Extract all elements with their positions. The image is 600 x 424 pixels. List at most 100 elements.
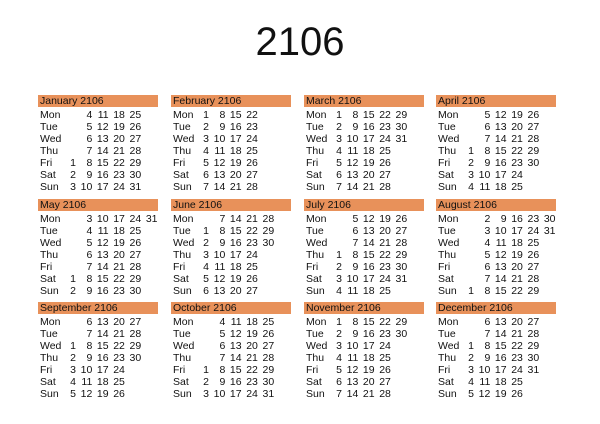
day-number: 18 bbox=[494, 376, 507, 388]
day-number: 17 bbox=[113, 213, 125, 225]
weekday-label: Tue bbox=[438, 225, 456, 237]
weekday-row: Sun 4 11 18 25 bbox=[304, 285, 424, 297]
month-october: October 2106 Mon 4 11 18 25 Tue 5 12 19 26 Wed 6 13 20… bbox=[171, 302, 291, 400]
day-number: 28 bbox=[129, 145, 142, 157]
weekday-row: Mon 1 8 15 22 29 bbox=[304, 109, 424, 121]
day-number: 8 bbox=[219, 109, 226, 121]
weekday-label: Mon bbox=[173, 213, 194, 225]
day-number: 1 bbox=[468, 285, 474, 297]
day-number: 6 bbox=[203, 285, 209, 297]
day-number: 27 bbox=[527, 316, 540, 328]
weekday-row: Wed 3 10 17 24 31 bbox=[304, 133, 424, 145]
day-number: 13 bbox=[213, 285, 226, 297]
weekday-label: Fri bbox=[438, 364, 451, 376]
weekday-row: Fri 7 14 21 28 bbox=[38, 261, 158, 273]
day-number: 16 bbox=[96, 285, 109, 297]
weekday-label: Sat bbox=[40, 376, 56, 388]
day-number: 23 bbox=[511, 157, 523, 169]
day-number: 2 bbox=[336, 328, 342, 340]
day-number: 1 bbox=[468, 340, 474, 352]
day-number: 14 bbox=[494, 133, 507, 145]
day-number: 8 bbox=[86, 340, 93, 352]
weekday-label: Thu bbox=[40, 352, 59, 364]
day-number: 29 bbox=[262, 225, 275, 237]
weekday-row: Mon 6 13 20 27 bbox=[436, 316, 556, 328]
weekday-row: Wed 5 12 19 26 bbox=[38, 237, 158, 249]
day-number: 6 bbox=[86, 249, 93, 261]
day-number: 20 bbox=[511, 316, 523, 328]
day-number: 16 bbox=[362, 121, 375, 133]
weekday-row: Mon 6 13 20 27 bbox=[38, 316, 158, 328]
day-number: 9 bbox=[484, 157, 491, 169]
month-header: May 2106 bbox=[38, 199, 158, 211]
day-number: 28 bbox=[527, 133, 540, 145]
day-number: 24 bbox=[379, 340, 391, 352]
weekday-label: Fri bbox=[40, 261, 53, 273]
weekday-label: Sun bbox=[173, 388, 192, 400]
day-number: 27 bbox=[246, 169, 258, 181]
day-number: 5 bbox=[336, 157, 342, 169]
day-number: 21 bbox=[246, 213, 258, 225]
day-number: 25 bbox=[527, 237, 540, 249]
day-number: 12 bbox=[96, 121, 109, 133]
day-number: 13 bbox=[494, 121, 507, 133]
day-number: 14 bbox=[346, 181, 359, 193]
day-number: 3 bbox=[70, 364, 76, 376]
weekday-row: Mon 5 12 19 26 bbox=[304, 213, 424, 225]
month-july: July 2106 Mon 5 12 19 26 Tue 6 13 20 27 Wed 7 14 21 28 T… bbox=[304, 199, 424, 297]
day-number: 30 bbox=[543, 213, 556, 225]
weekday-row: Fri 4 11 18 25 bbox=[171, 261, 291, 273]
day-number: 3 bbox=[70, 181, 76, 193]
day-number: 3 bbox=[468, 364, 474, 376]
day-number: 12 bbox=[96, 237, 109, 249]
weekday-label: Sat bbox=[173, 273, 189, 285]
month-header: November 2106 bbox=[304, 302, 424, 314]
day-number: 15 bbox=[229, 225, 242, 237]
day-number: 3 bbox=[336, 273, 342, 285]
day-number: 30 bbox=[262, 237, 275, 249]
day-number: 17 bbox=[362, 273, 375, 285]
month-december: December 2106 Mon 6 13 20 27 Tue 7 14 21 28 Wed 1 8 15… bbox=[436, 302, 556, 400]
day-number: 16 bbox=[229, 237, 242, 249]
weekday-label: Wed bbox=[173, 340, 195, 352]
weekday-label: Thu bbox=[438, 145, 457, 157]
day-number: 25 bbox=[246, 145, 258, 157]
weekday-label: Thu bbox=[40, 145, 59, 157]
day-number: 27 bbox=[395, 225, 408, 237]
weekday-row: Tue 2 9 16 23 bbox=[171, 121, 291, 133]
day-number: 10 bbox=[213, 249, 226, 261]
weekday-row: Sun 7 14 21 28 bbox=[171, 181, 291, 193]
day-number: 27 bbox=[527, 261, 540, 273]
day-number: 18 bbox=[113, 109, 125, 121]
month-header: June 2106 bbox=[171, 199, 291, 211]
day-number: 14 bbox=[346, 388, 359, 400]
weekday-label: Wed bbox=[438, 133, 460, 145]
day-number: 10 bbox=[346, 273, 359, 285]
day-number: 26 bbox=[246, 273, 258, 285]
weekday-label: Tue bbox=[438, 121, 456, 133]
weekday-label: Fri bbox=[438, 157, 451, 169]
day-number: 21 bbox=[362, 388, 375, 400]
weekday-row: Thu 4 11 18 25 bbox=[171, 145, 291, 157]
weekday-row: Mon 1 8 15 22 29 bbox=[304, 316, 424, 328]
day-number: 10 bbox=[213, 388, 226, 400]
day-number: 9 bbox=[86, 352, 93, 364]
day-number: 6 bbox=[484, 261, 491, 273]
day-number: 7 bbox=[484, 133, 491, 145]
weekday-row: Sat 6 13 20 27 bbox=[171, 169, 291, 181]
weekday-label: Sun bbox=[306, 285, 325, 297]
weekday-label: Sat bbox=[40, 169, 56, 181]
day-number: 7 bbox=[352, 237, 359, 249]
day-number: 22 bbox=[113, 157, 125, 169]
day-number: 27 bbox=[527, 121, 540, 133]
day-number: 29 bbox=[395, 249, 408, 261]
month-header: April 2106 bbox=[436, 95, 556, 107]
day-number: 8 bbox=[352, 109, 359, 121]
weekday-label: Wed bbox=[306, 133, 328, 145]
day-number: 24 bbox=[527, 225, 540, 237]
day-number: 22 bbox=[511, 145, 523, 157]
day-number: 8 bbox=[352, 316, 359, 328]
day-number: 8 bbox=[219, 225, 226, 237]
day-number: 14 bbox=[96, 145, 109, 157]
day-number: 4 bbox=[336, 352, 342, 364]
